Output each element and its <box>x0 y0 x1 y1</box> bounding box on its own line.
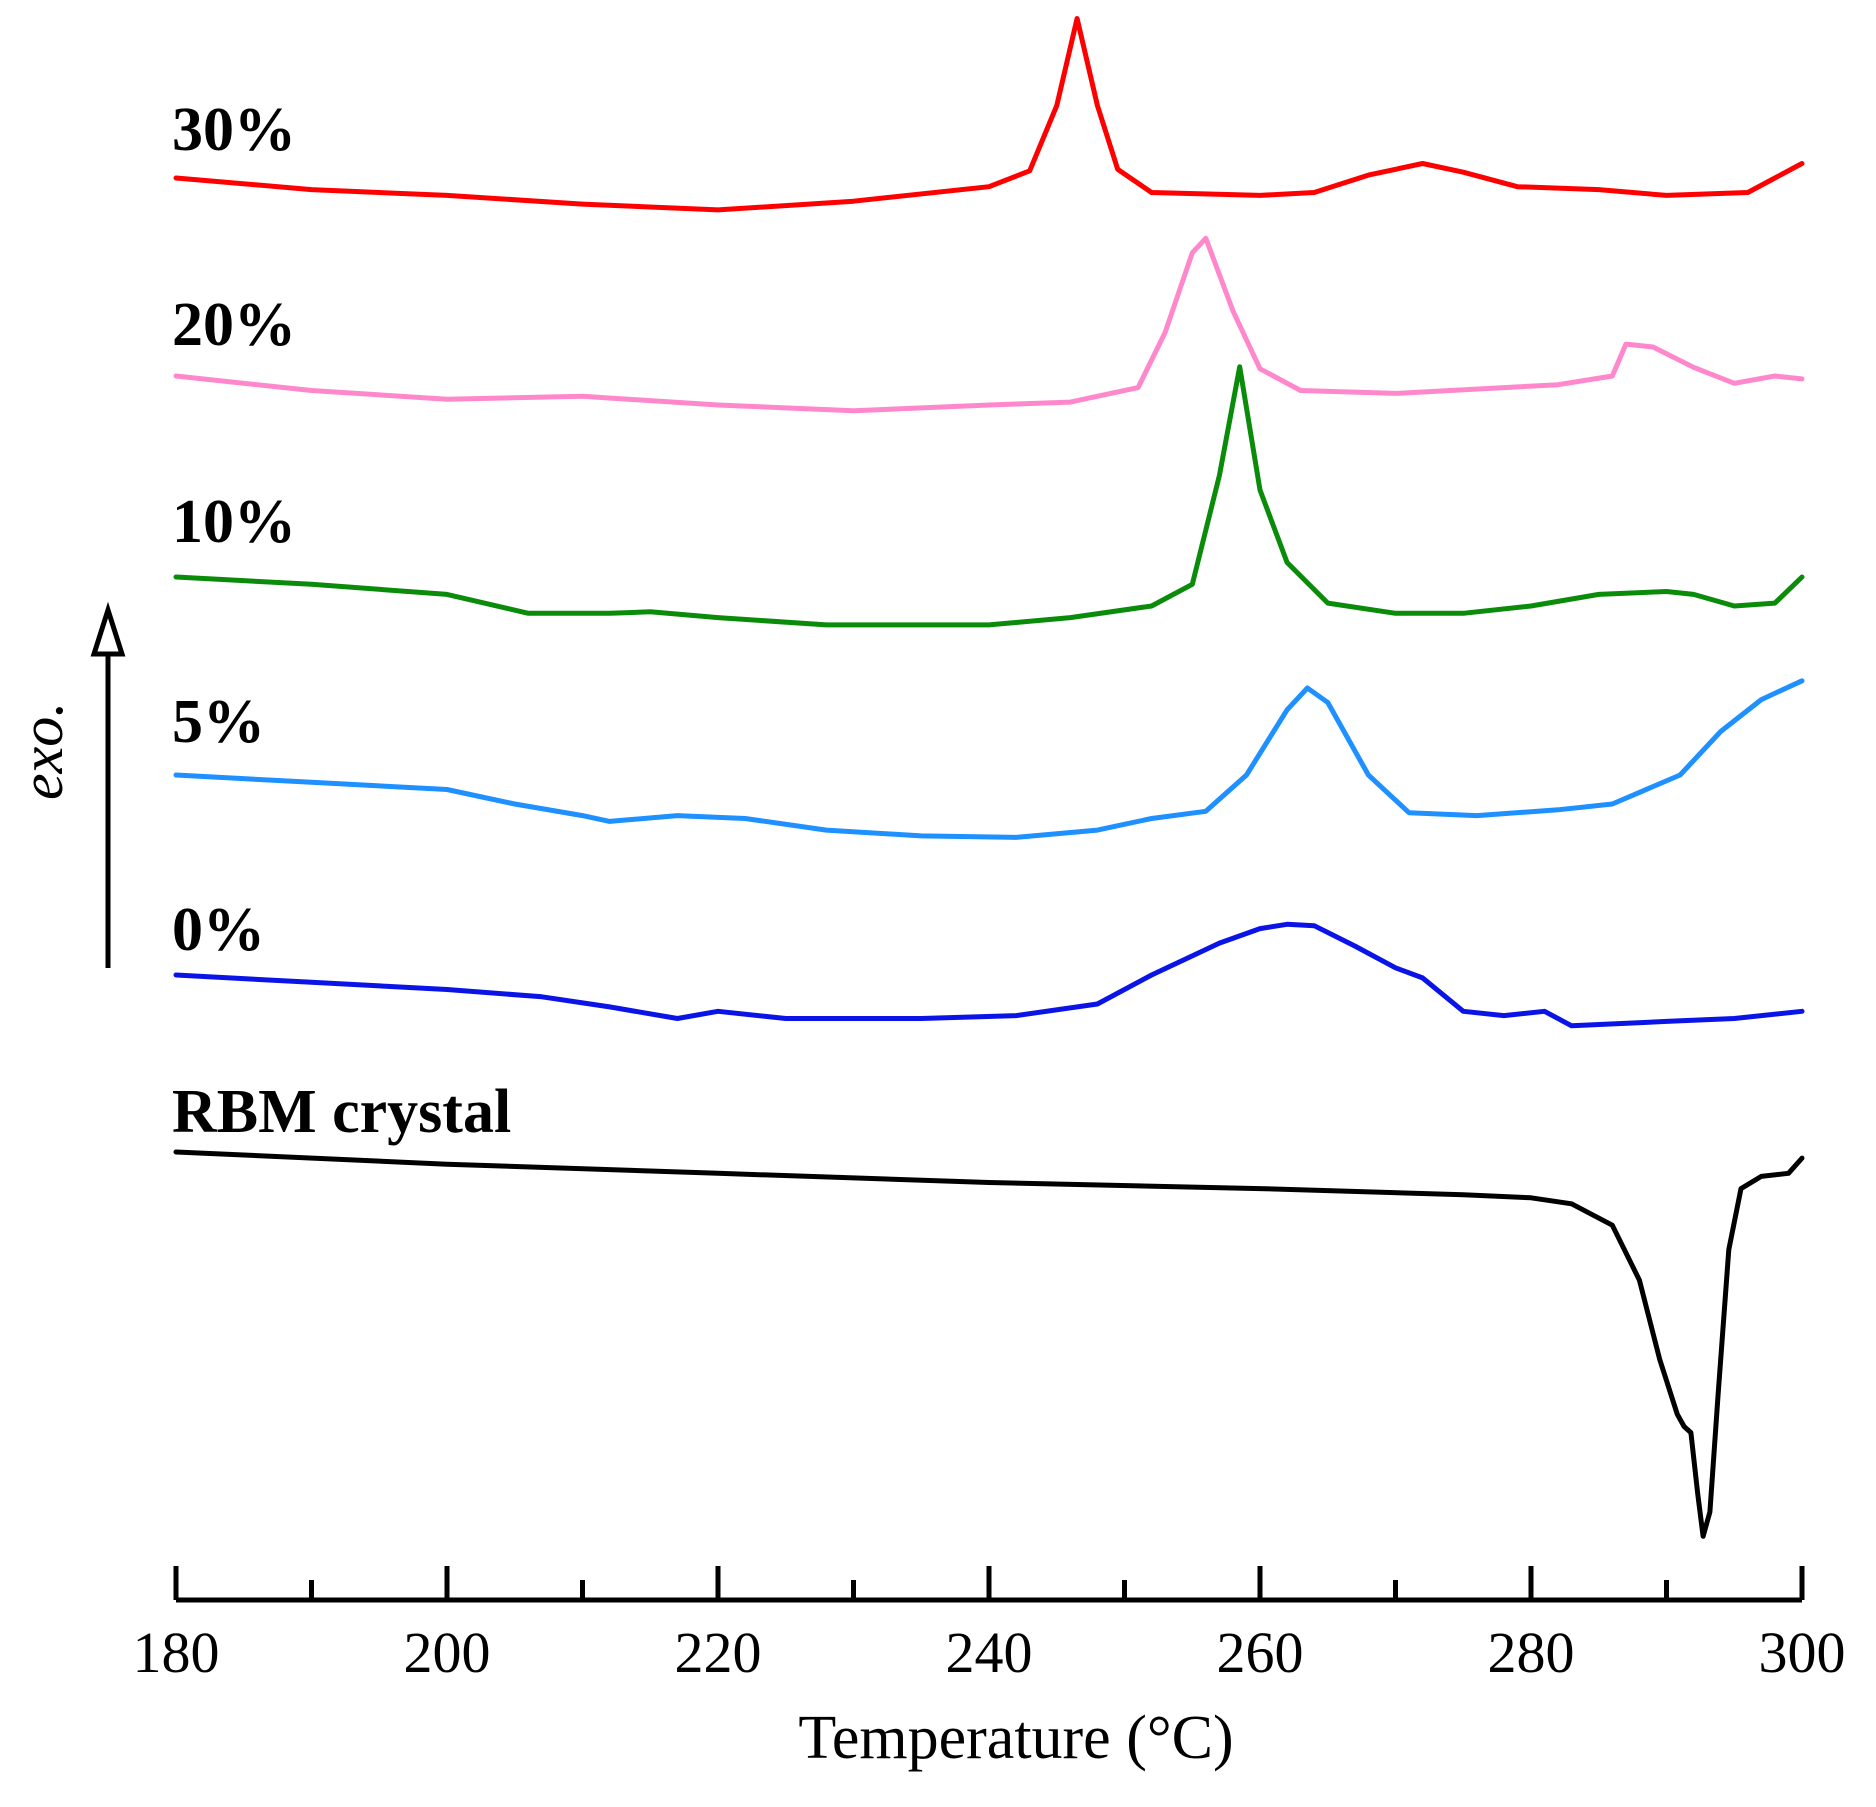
x-tick-label-280: 280 <box>1488 1620 1575 1685</box>
series-line-5- <box>173 678 1805 840</box>
series-line-0- <box>173 921 1805 1029</box>
exo-label: exo. <box>9 702 75 800</box>
series-label-5: 5% <box>172 688 265 756</box>
series-label-rbm: RBM crystal <box>172 1078 511 1146</box>
x-tick-label-200: 200 <box>404 1620 491 1685</box>
series-label-10: 10% <box>172 488 296 556</box>
x-tick-label-260: 260 <box>1217 1620 1304 1685</box>
exo-arrow-head <box>90 601 126 657</box>
x-tick-label-180: 180 <box>133 1620 220 1685</box>
series-line-30- <box>173 16 1805 213</box>
series-label-20: 20% <box>172 291 296 359</box>
x-tick-label-240: 240 <box>946 1620 1033 1685</box>
x-tick-label-300: 300 <box>1759 1620 1846 1685</box>
exo-arrow <box>90 601 126 968</box>
series-line-rbm-crystal <box>173 1149 1805 1539</box>
curves-group <box>173 16 1805 1539</box>
series-label-0: 0% <box>172 896 265 964</box>
x-tick-label-220: 220 <box>675 1620 762 1685</box>
x-axis-title: Temperature (°C) <box>798 1704 1233 1772</box>
series-line-20- <box>173 235 1805 414</box>
series-line-10- <box>173 364 1805 628</box>
x-axis: 180 200 220 240 260 280 300 <box>133 1566 1846 1685</box>
series-label-30: 30% <box>172 96 296 164</box>
